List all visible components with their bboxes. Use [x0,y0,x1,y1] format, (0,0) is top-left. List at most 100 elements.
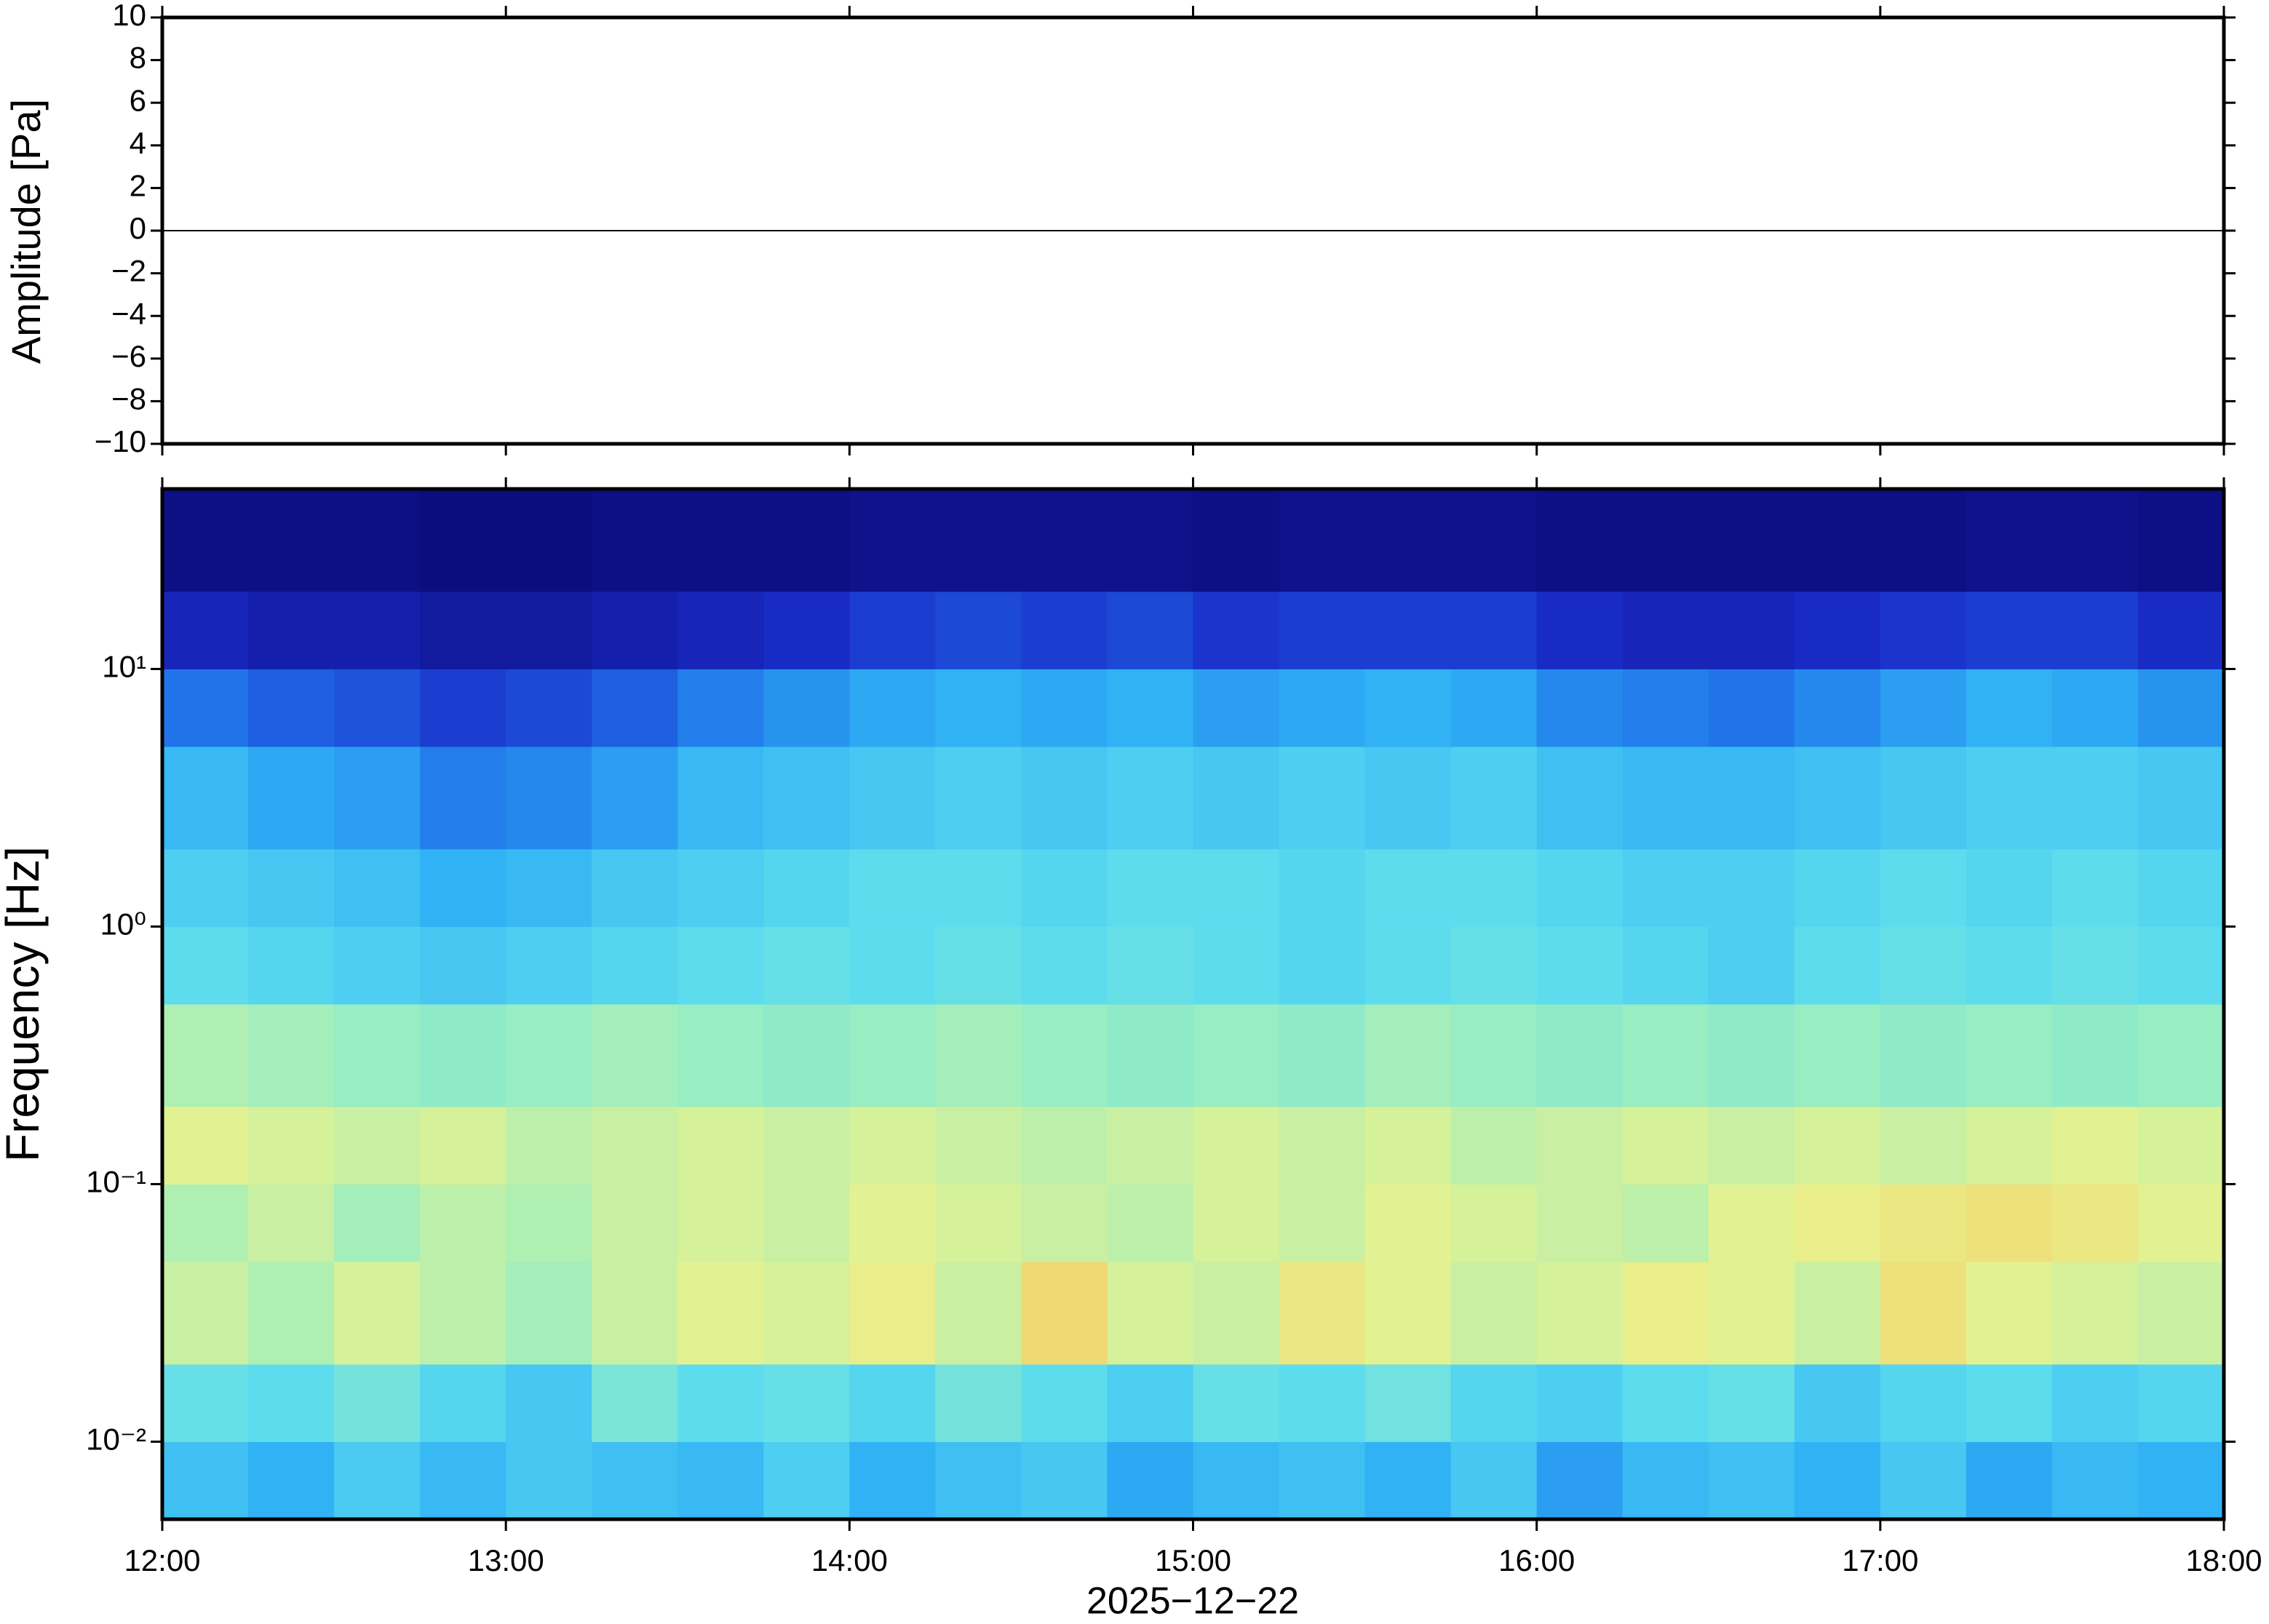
spectrogram-cell [1279,1441,1366,1520]
spectrogram-cell [935,1184,1022,1262]
spectrogram-cell [2051,1004,2139,1107]
spectrogram-cell [334,1441,421,1520]
spectrogram-cell [1364,669,1452,747]
spectrogram-cell [1880,848,1967,927]
spectrogram-cell [592,489,678,592]
spectrogram-cell [1021,489,1108,592]
spectrogram-cell [1193,591,1280,669]
spectrogram-cell [2137,848,2225,927]
spectrogram-cell [1708,489,1795,592]
spectrogram-cell [935,1262,1022,1365]
spectrogram-cell [1622,489,1709,592]
spectrogram-cell [1279,747,1366,850]
spectrogram-cell [506,926,592,1005]
spectrogram-cell [2137,1441,2225,1520]
spectrogram-cell [1794,926,1881,1005]
spectrogram-cell [1880,926,1967,1005]
spectrogram-cell [2051,1106,2139,1185]
spectrogram-cell [677,669,764,747]
spectrogram-cell [1794,1004,1881,1107]
spectrogram-cell [1966,1106,2053,1185]
spectrogram-cell [935,1441,1022,1520]
spectrogram-cell [1364,747,1452,850]
spectrogram-cell [162,1364,249,1442]
spectrogram-cell [1193,926,1280,1005]
spectrogram-cell [1364,1106,1452,1185]
spectrogram-cell [1021,926,1108,1005]
spectrogram-cell [1622,747,1709,850]
spectrogram-cell [763,1106,850,1185]
spectrogram-cell [248,591,335,669]
spectrogram-cell [935,591,1022,669]
spectrogram-cell [1450,489,1538,592]
spectrogram-cell [2137,1262,2225,1365]
spectrogram-cell [1794,669,1881,747]
spectrogram-cell [248,489,335,592]
spectrogram-cell [1450,747,1538,850]
spectrogram-cell [506,669,592,747]
spectrogram-cell [1622,1106,1709,1185]
y-tick-label: 10 [112,0,146,32]
spectrogram-cell [506,1364,592,1442]
spectrogram-cell [1536,1184,1624,1262]
spectrogram-cell [592,591,678,669]
spectrogram-cell [162,489,249,592]
spectrogram-cell [1364,926,1452,1005]
y-tick-label: 10⁻² [86,1422,146,1457]
spectrogram-cell [849,926,936,1005]
spectrogram-cell [1193,848,1280,927]
spectrogram-cell [677,848,764,927]
spectrogram-cell [763,848,850,927]
spectrogram-cell [763,747,850,850]
spectrogram-cell [420,747,506,850]
spectrogram-cell [1193,489,1280,592]
spectrogram-cell [1450,1106,1538,1185]
spectrogram-cell [1622,1364,1709,1442]
spectrogram-cell [1622,926,1709,1005]
spectrogram-cell [2051,669,2139,747]
spectrogram-cell [592,1262,678,1365]
spectrogram-cell [763,1004,850,1107]
spectrogram-cell [677,1184,764,1262]
spectrogram-cell [1107,1004,1193,1107]
spectrogram-cell [420,591,506,669]
spectrogram-cell [1708,1184,1795,1262]
spectrogram-cell [334,848,421,927]
spectrogram-cell [1021,1364,1108,1442]
spectrogram-cell [1107,1106,1193,1185]
spectrogram-cell [1279,1364,1366,1442]
spectrogram-cell [2137,1184,2225,1262]
spectrogram-cell [677,1262,764,1365]
spectrogram-cell [592,926,678,1005]
spectrogram-cell [763,1262,850,1365]
spectrogram-cell [935,747,1022,850]
spectrogram-cell [1536,669,1624,747]
x-tick-label: 16:00 [1498,1543,1575,1577]
spectrogram-cell [677,1106,764,1185]
spectrogram-cell [1364,489,1452,592]
y-tick-label: 8 [130,41,146,75]
spectrogram-cell [334,669,421,747]
spectrogram-cell [334,926,421,1005]
spectrogram-cell [2137,591,2225,669]
spectrogram-cell [1794,1184,1881,1262]
spectrogram-cell [1450,1184,1538,1262]
spectrogram-cell [162,1262,249,1365]
spectrogram-cell [506,1004,592,1107]
spectrogram-cell [420,1262,506,1365]
y-tick-label: −4 [111,296,146,330]
spectrogram-cell [334,489,421,592]
spectrogram-cell [677,747,764,850]
spectrogram-cell [763,489,850,592]
spectrogram-cell [506,489,592,592]
spectrogram-cell [420,848,506,927]
spectrogram-cell [1880,1184,1967,1262]
spectrogram-cell [1536,1004,1624,1107]
spectrogram-cell [1622,591,1709,669]
spectrogram-cell [1450,926,1538,1005]
spectrogram-cell [1107,1364,1193,1442]
spectrogram-cell [935,1106,1022,1185]
y-tick-label: −6 [111,339,146,373]
spectrogram-cell [1966,1364,2053,1442]
spectrogram-cell [849,1004,936,1107]
